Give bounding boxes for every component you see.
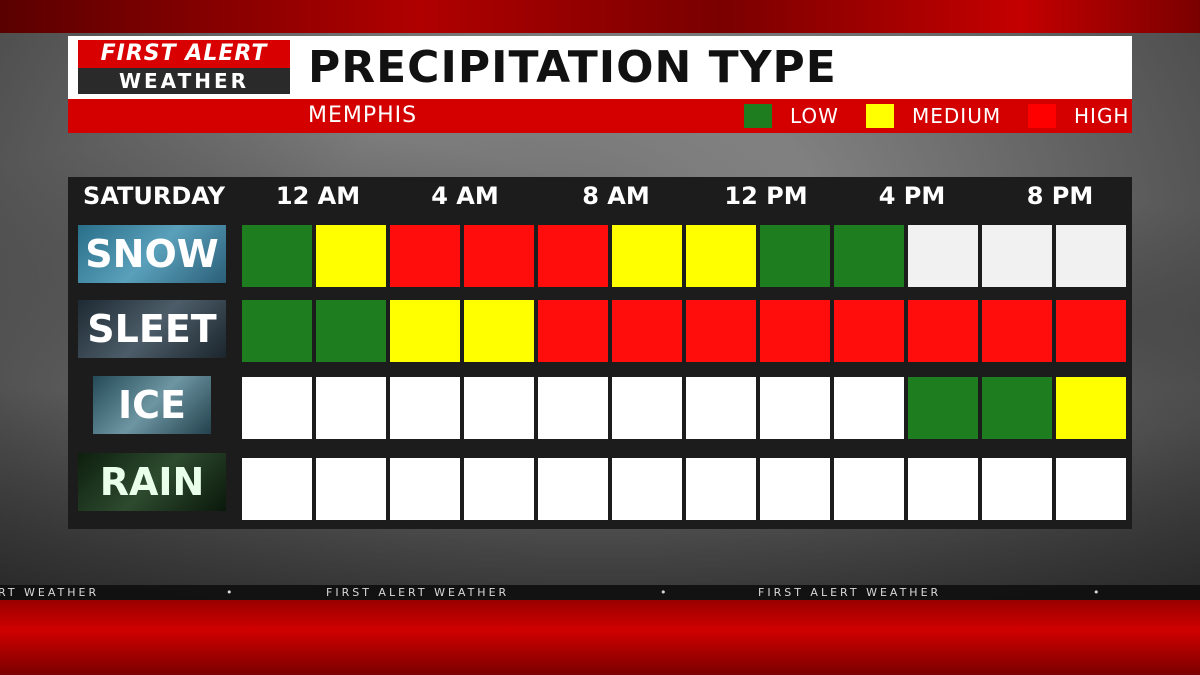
cell-snow-1 xyxy=(316,225,386,287)
cell-rain-2 xyxy=(390,458,460,520)
row-label-sleet: SLEET xyxy=(78,300,226,358)
cell-rain-6 xyxy=(686,458,756,520)
legend-label-medium: MEDIUM xyxy=(912,104,1002,128)
cell-rain-4 xyxy=(538,458,608,520)
cell-sleet-6 xyxy=(686,300,756,362)
cell-snow-7 xyxy=(760,225,830,287)
cell-ice-8 xyxy=(834,377,904,439)
cell-sleet-11 xyxy=(1056,300,1126,362)
row-label-rain: RAIN xyxy=(78,453,226,511)
cell-rain-8 xyxy=(834,458,904,520)
cell-rain-1 xyxy=(316,458,386,520)
ticker-separator: • xyxy=(660,586,670,599)
cell-ice-0 xyxy=(242,377,312,439)
cell-rain-5 xyxy=(612,458,682,520)
cell-snow-9 xyxy=(908,225,978,287)
day-label: SATURDAY xyxy=(83,182,225,210)
cell-sleet-7 xyxy=(760,300,830,362)
legend-low: LOW xyxy=(744,99,839,133)
cell-rain-9 xyxy=(908,458,978,520)
cell-ice-5 xyxy=(612,377,682,439)
row-label-ice: ICE xyxy=(93,376,211,434)
cell-snow-4 xyxy=(538,225,608,287)
cell-sleet-2 xyxy=(390,300,460,362)
time-label: 8 AM xyxy=(582,182,650,210)
cell-sleet-4 xyxy=(538,300,608,362)
ticker-bar: RT WEATHER • FIRST ALERT WEATHER • FIRST… xyxy=(0,585,1200,601)
cell-sleet-0 xyxy=(242,300,312,362)
legend-medium: MEDIUM xyxy=(866,99,1001,133)
page-title: PRECIPITATION TYPE xyxy=(308,42,837,93)
time-label: 4 AM xyxy=(431,182,499,210)
cell-sleet-8 xyxy=(834,300,904,362)
ticker-text: FIRST ALERT WEATHER xyxy=(758,586,942,599)
cell-snow-8 xyxy=(834,225,904,287)
cell-ice-7 xyxy=(760,377,830,439)
cell-sleet-3 xyxy=(464,300,534,362)
location-label: MEMPHIS xyxy=(308,103,418,128)
precip-grid: SATURDAY 12 AM 4 AM 8 AM 12 PM 4 PM 8 PM… xyxy=(68,177,1132,529)
cell-snow-2 xyxy=(390,225,460,287)
cell-ice-11 xyxy=(1056,377,1126,439)
legend-swatch-low xyxy=(744,104,772,128)
cell-rain-3 xyxy=(464,458,534,520)
time-label: 4 PM xyxy=(878,182,946,210)
cell-sleet-10 xyxy=(982,300,1052,362)
legend-swatch-medium xyxy=(866,104,894,128)
header-bar: FIRST ALERT WEATHER PRECIPITATION TYPE xyxy=(68,36,1132,99)
cell-snow-11 xyxy=(1056,225,1126,287)
top-red-band xyxy=(0,0,1200,33)
logo-line-2: WEATHER xyxy=(78,68,290,94)
time-label: 12 AM xyxy=(275,182,361,210)
cell-ice-10 xyxy=(982,377,1052,439)
ticker-separator: • xyxy=(226,586,236,599)
first-alert-weather-logo: FIRST ALERT WEATHER xyxy=(78,40,290,94)
ticker-separator: • xyxy=(1093,586,1103,599)
cell-ice-9 xyxy=(908,377,978,439)
legend-swatch-high xyxy=(1028,104,1056,128)
cell-ice-6 xyxy=(686,377,756,439)
cell-ice-2 xyxy=(390,377,460,439)
row-label-snow: SNOW xyxy=(78,225,226,283)
cell-sleet-5 xyxy=(612,300,682,362)
subheader-bar: MEMPHIS LOW MEDIUM HIGH xyxy=(68,99,1132,133)
cell-snow-0 xyxy=(242,225,312,287)
bottom-red-band xyxy=(0,600,1200,675)
cell-snow-3 xyxy=(464,225,534,287)
cell-rain-11 xyxy=(1056,458,1126,520)
cell-sleet-1 xyxy=(316,300,386,362)
cell-rain-0 xyxy=(242,458,312,520)
cell-rain-10 xyxy=(982,458,1052,520)
time-label: 8 PM xyxy=(1026,182,1094,210)
cell-rain-7 xyxy=(760,458,830,520)
logo-line-1: FIRST ALERT xyxy=(78,40,290,68)
time-label: 12 PM xyxy=(724,182,808,210)
cell-sleet-9 xyxy=(908,300,978,362)
legend-label-high: HIGH xyxy=(1074,104,1130,128)
cell-ice-4 xyxy=(538,377,608,439)
cell-snow-10 xyxy=(982,225,1052,287)
cell-snow-5 xyxy=(612,225,682,287)
legend-label-low: LOW xyxy=(790,104,839,128)
ticker-text: RT WEATHER xyxy=(0,586,100,599)
cell-snow-6 xyxy=(686,225,756,287)
cell-ice-1 xyxy=(316,377,386,439)
cell-ice-3 xyxy=(464,377,534,439)
ticker-text: FIRST ALERT WEATHER xyxy=(326,586,510,599)
legend-high: HIGH xyxy=(1028,99,1129,133)
